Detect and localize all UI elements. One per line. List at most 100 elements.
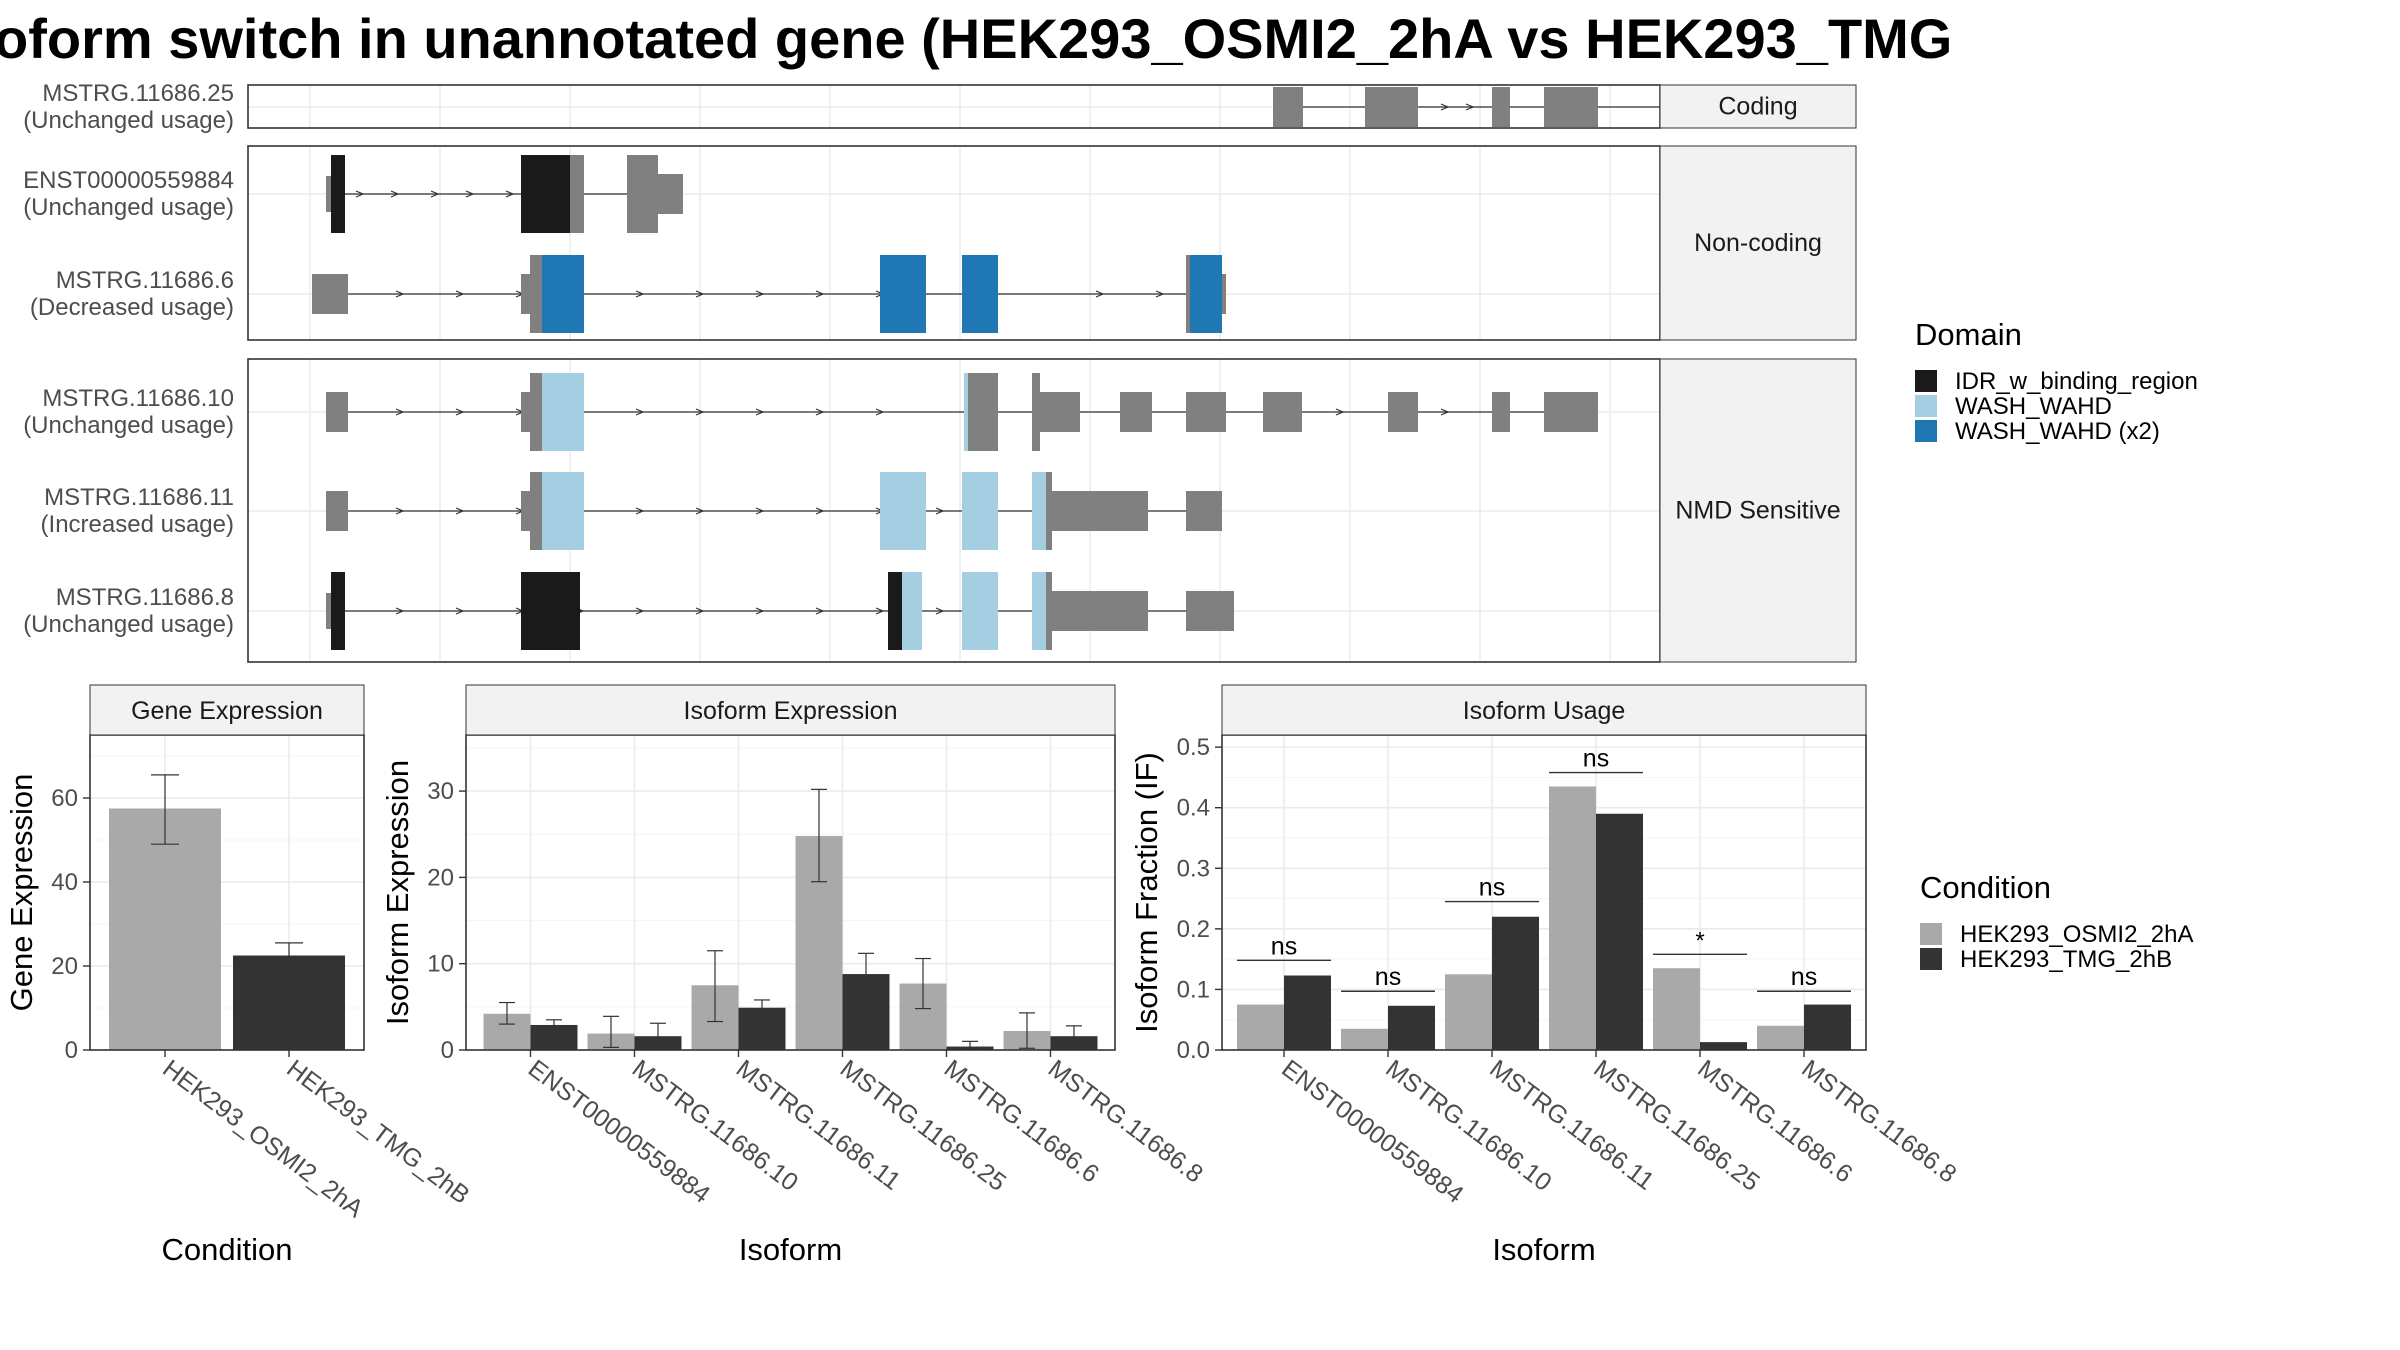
y-tick-label: 0.1 [1177,976,1210,1003]
exon-block [1120,392,1152,432]
domain-block [964,373,968,451]
exon-block [521,392,530,432]
domain-block [962,472,998,550]
strand-arrow [355,190,365,198]
legend-key [1920,948,1942,970]
facet-strip [1659,84,1857,129]
significance-label: ns [1375,963,1401,991]
transcript-id-label: MSTRG.11686.8 [56,584,234,611]
strand-arrow [430,190,440,198]
exon-block [326,593,331,629]
x-axis-title: Condition [162,1232,293,1267]
legend-label: IDR_w_binding_region [1955,368,2198,395]
bar [109,808,221,1050]
figure-title: oform switch in unannotated gene (HEK293… [0,7,1952,70]
exon-block [1046,572,1052,650]
bar [233,955,345,1050]
bar [1445,974,1492,1050]
chart-isoform-expression: Isoform Expression 0 10 20 30 ENST00000559884… [380,684,1208,1267]
exon-block [326,392,348,432]
y-tick-label: 0 [441,1037,454,1064]
bar [1700,1042,1747,1050]
facet-strip-label: Coding [1718,93,1797,121]
bar [1237,1004,1284,1050]
x-axis-title: Isoform [739,1232,842,1267]
chart-title: Isoform Usage [1463,697,1626,725]
transcript-id-label: MSTRG.11686.25 [42,80,234,107]
chart-title: Gene Expression [131,697,323,725]
legend-title: Domain [1915,317,2022,352]
significance-label: * [1695,927,1704,954]
domain-block [542,472,584,550]
panel-background [248,146,1660,340]
strand-arrow [395,507,405,515]
strand-arrow [455,507,465,515]
significance-label: ns [1271,932,1297,960]
domain-block [331,155,345,233]
significance-label: ns [1791,963,1817,991]
transcript-usage-label: (Unchanged usage) [23,194,234,221]
exon-block [570,155,584,233]
domain-legend: Domain IDR_w_binding_regionWASH_WAHDWASH_… [1915,317,2198,445]
transcript-row [326,572,1234,650]
x-tick-label: ENST00000559884 [523,1054,715,1209]
domain-block [542,255,584,333]
domain-block [880,472,926,550]
transcript-id-label: MSTRG.11686.11 [44,484,234,511]
transcript-usage-label: (Unchanged usage) [23,412,234,439]
y-axis-title: Isoform Fraction (IF) [1129,752,1164,1033]
strand-arrow [395,290,405,298]
bar [1804,1004,1851,1050]
domain-block [331,572,345,650]
exon-block [968,373,998,451]
strand-arrow [755,507,765,515]
strand-arrow [505,190,515,198]
strand-arrow [755,408,765,416]
exon-block [1492,87,1510,127]
exon-block [1222,274,1226,314]
exon-block [1544,87,1598,127]
exon-block [521,274,530,314]
exon-block [1046,472,1052,550]
strand-arrow [935,607,945,615]
facet-strip [89,684,365,736]
facet-strip [465,684,1116,736]
domain-block [902,572,922,650]
exon-block [326,176,331,212]
exon-block [1263,392,1302,432]
exon-block [530,373,542,451]
facet-strip [1659,358,1857,663]
exon-block [1388,392,1418,432]
y-axis-title: Gene Expression [4,774,39,1012]
strand-arrow [635,290,645,298]
strand-arrow [755,290,765,298]
y-tick-label: 10 [427,951,454,978]
exon-block [627,155,658,233]
transcript-row [1273,87,1825,127]
chart-isoform-usage: ns ns ns ns * ns Isoform Usage 0.0 0.1 0.2 0.3 0.4 0… [1129,684,1962,1267]
y-tick-label: 60 [51,785,78,812]
bar [1757,1025,1804,1050]
transcript-id-label: MSTRG.11686.10 [42,385,234,412]
domain-block [1032,472,1046,550]
domain-block [542,373,584,451]
exon-block [658,174,683,214]
y-tick-label: 0.3 [1177,855,1210,882]
y-axis-title: Isoform Expression [380,760,415,1025]
strand-arrow [635,507,645,515]
exon-block [1052,491,1148,531]
bar [1653,968,1700,1050]
strand-arrow [1335,408,1345,416]
y-tick-label: 30 [427,778,454,805]
y-tick-label: 0.5 [1177,734,1210,761]
exon-block [521,491,530,531]
strand-arrow [455,408,465,416]
y-tick-label: 0.2 [1177,916,1210,943]
bar [1549,786,1596,1050]
exon-block [1032,373,1040,451]
strand-arrow [815,290,825,298]
strand-arrow [1155,290,1165,298]
y-tick-label: 0.0 [1177,1037,1210,1064]
plot-background [466,735,1115,1050]
